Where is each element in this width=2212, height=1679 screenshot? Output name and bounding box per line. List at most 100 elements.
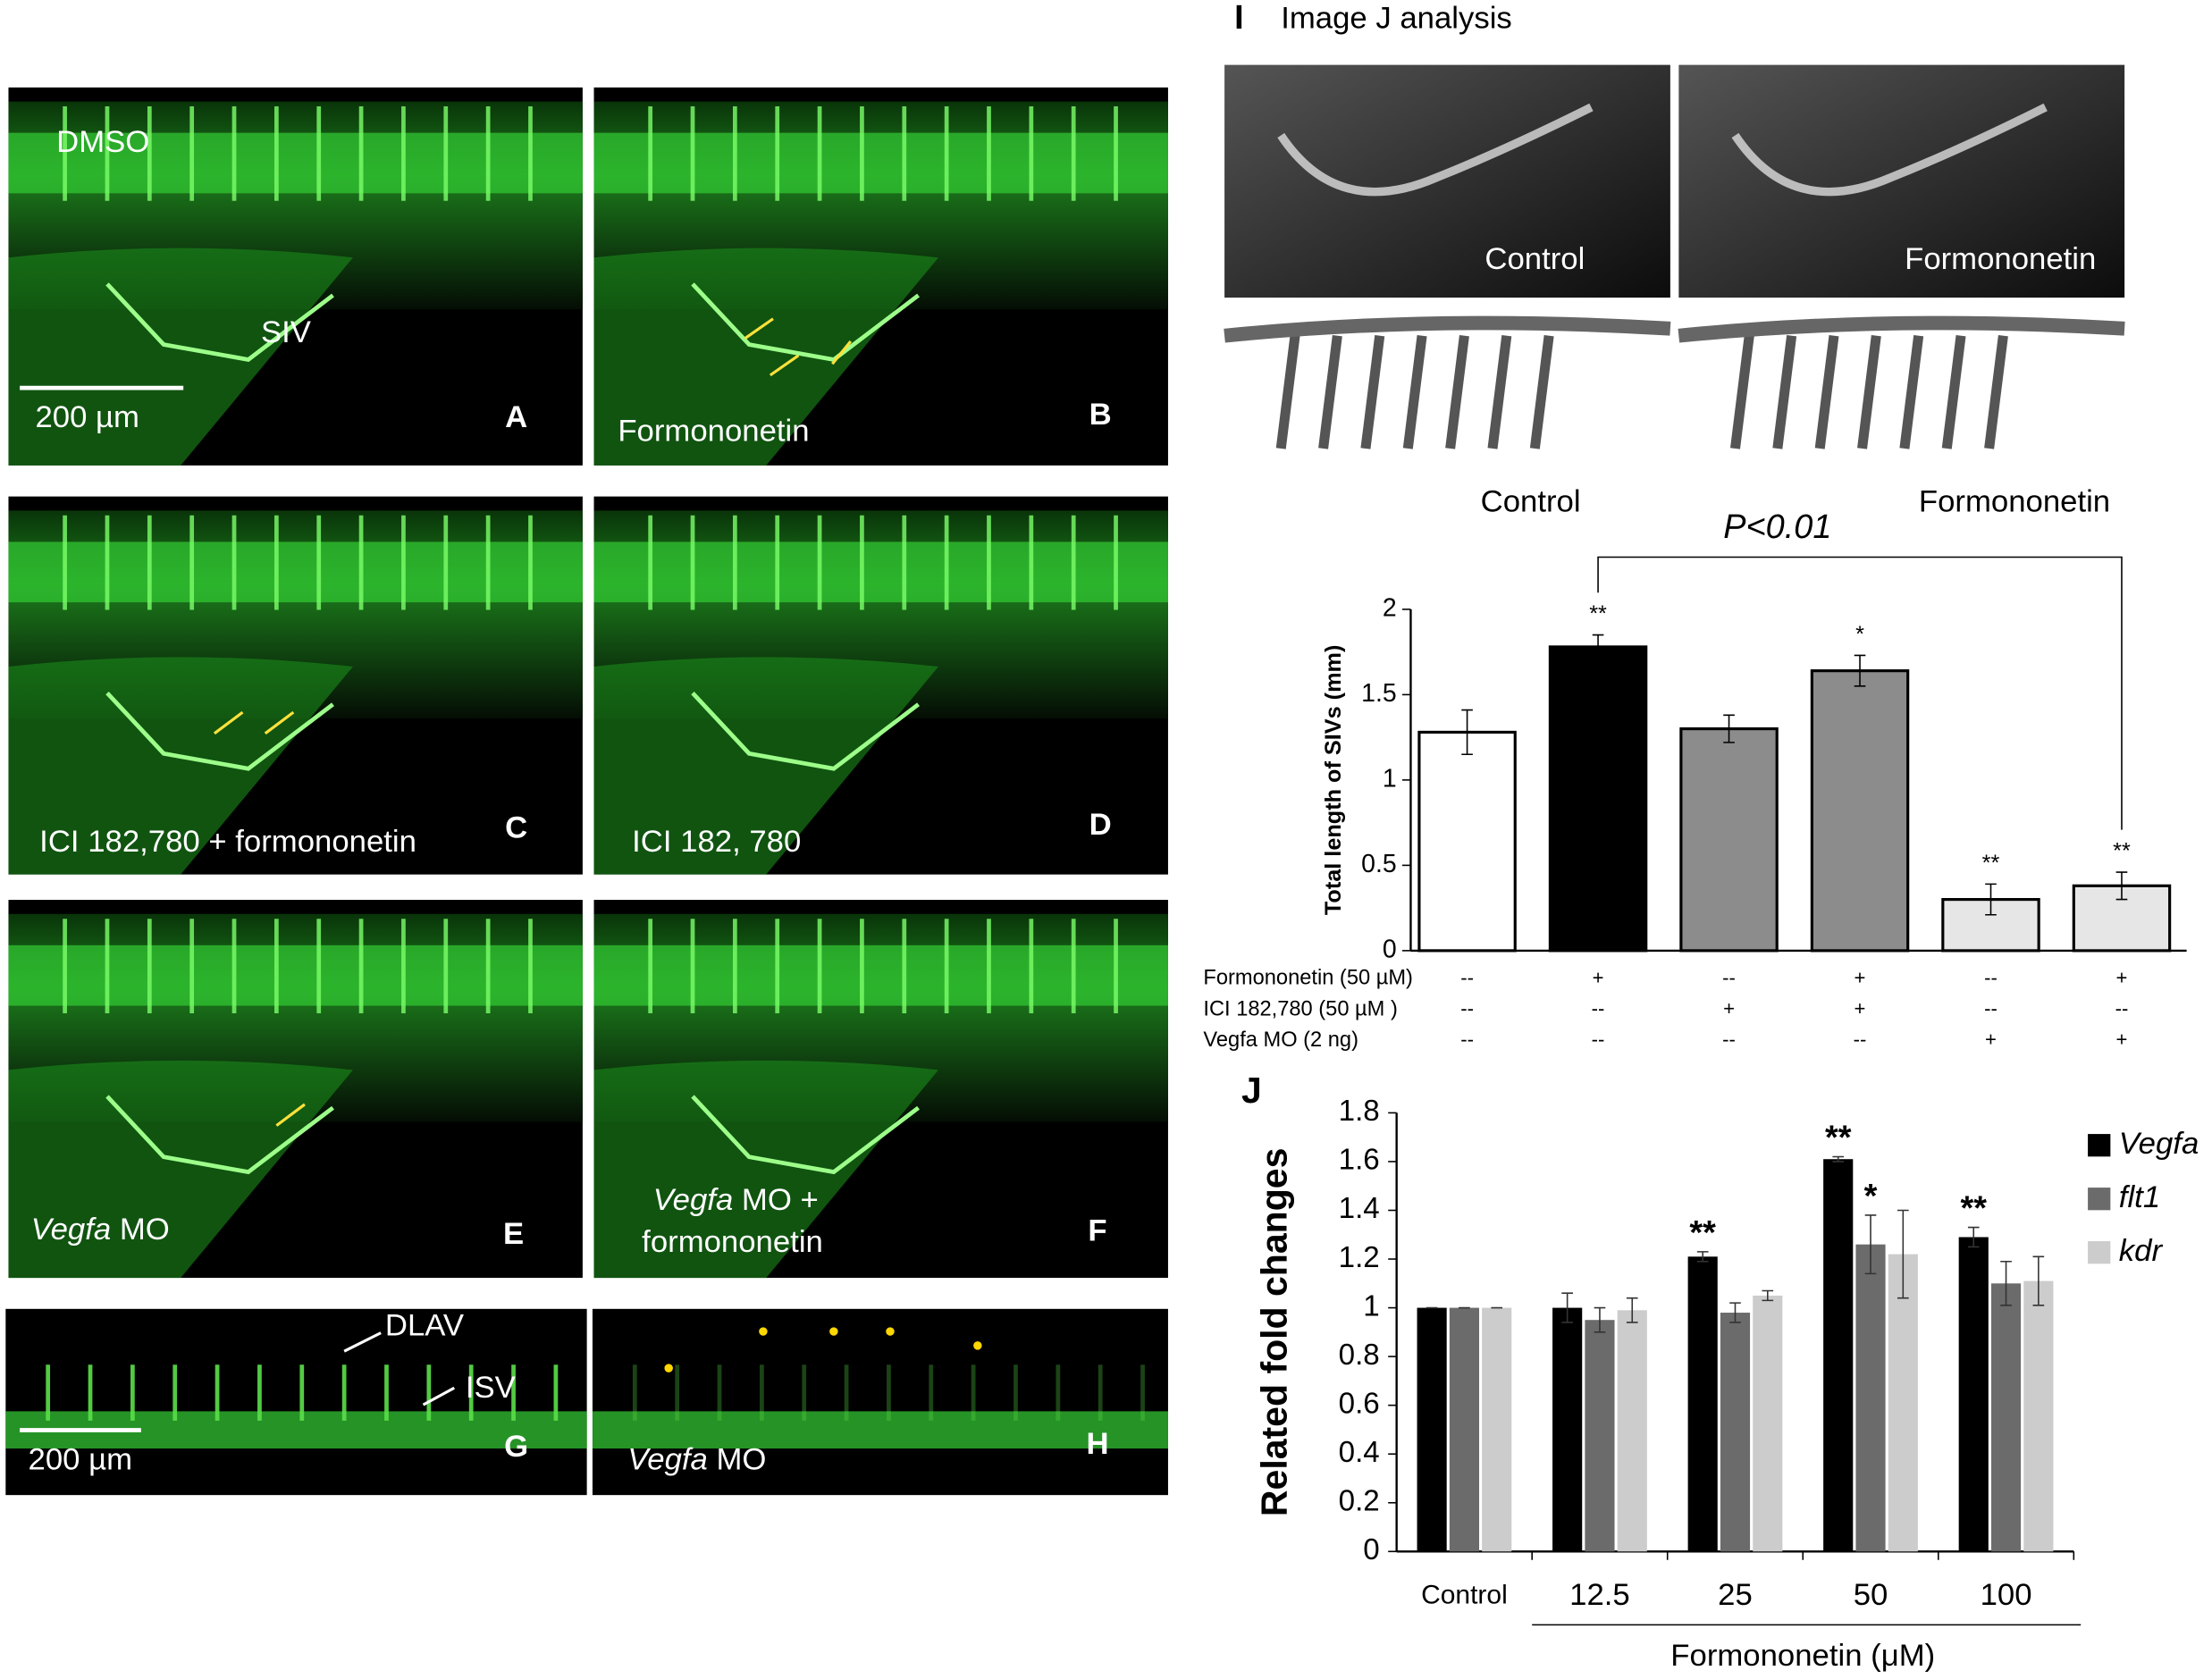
x-axis-label: Formononetin (μM) [1670, 1639, 1935, 1673]
panel-letter: J [1241, 1070, 1262, 1111]
panel-letter: G [504, 1430, 528, 1464]
label-text: ISV [466, 1371, 516, 1405]
image-caption: Control [1484, 242, 1585, 276]
annotation: P<0.01 [1723, 508, 1831, 546]
label-text: DMSO [56, 125, 149, 159]
siv [691, 691, 920, 771]
bar [1990, 1283, 2022, 1552]
panel-label: ICI 182, 780 [632, 825, 801, 859]
panel-label: Vegfa MO [31, 1213, 170, 1247]
label-text: formononetin [642, 1225, 823, 1259]
panel-letter: C [505, 810, 527, 844]
bar [1552, 1307, 1583, 1552]
condition-mark: -- [1460, 966, 1474, 988]
condition-name: ICI 182,780 (50 µM ) [1203, 997, 1397, 1020]
bar [1548, 645, 1648, 953]
binary-vessel [1857, 334, 1881, 449]
binary-vessel [1487, 334, 1512, 449]
binary-vessel [1275, 334, 1300, 449]
condition-mark: -- [1592, 1028, 1605, 1051]
siv [105, 1095, 334, 1175]
vessel-outline [1731, 103, 2048, 197]
panel-label: Vegfa MO [627, 1442, 766, 1476]
y-axis-label: Related fold changes [1253, 1148, 1294, 1517]
italic-gene: Vegfa [31, 1213, 111, 1247]
yolk [593, 248, 938, 466]
error-bar [1723, 714, 1735, 743]
binary-vessel [1445, 334, 1469, 449]
panel-letter: B [1089, 398, 1112, 432]
bar [1753, 1295, 1783, 1552]
condition-mark: + [1855, 966, 1866, 988]
bar [1958, 1237, 1989, 1552]
binary-vessel [1730, 334, 1754, 449]
spine [593, 132, 1168, 194]
y-tick-label: 1 [1383, 764, 1397, 793]
condition-mark: + [1723, 997, 1735, 1020]
condition-mark: -- [1984, 997, 1998, 1020]
error-bar [1854, 654, 1866, 687]
error-bar [1967, 1226, 1980, 1248]
significance: ** [2113, 839, 2131, 864]
condition-mark: -- [1460, 997, 1474, 1020]
y-tick-label: 1.6 [1339, 1144, 1380, 1177]
significance: * [1855, 622, 1864, 647]
spine [8, 541, 583, 603]
panel-label: DLAV [385, 1308, 464, 1342]
label-text: ICI 182, 780 [632, 825, 801, 859]
condition-name: Vegfa MO (2 ng) [1203, 1028, 1358, 1052]
yolk [593, 657, 938, 875]
y-tick-label: 2 [1383, 593, 1397, 622]
label-text: MO [111, 1213, 170, 1247]
binary-vessel [1360, 334, 1385, 449]
label-text: Formononetin [618, 415, 809, 449]
bar [1617, 1310, 1647, 1552]
panel-label: Vegfa MO + [653, 1183, 819, 1217]
panel-letter: H [1086, 1427, 1108, 1461]
y-tick-label: 0.5 [1361, 850, 1397, 878]
error-bar [1729, 1302, 1741, 1323]
bar [1482, 1307, 1512, 1552]
panel-label: ISV [466, 1371, 516, 1405]
panel-label: DMSO [56, 125, 149, 159]
bar [1449, 1307, 1479, 1552]
y-tick-label: 1.4 [1339, 1192, 1380, 1225]
bar [1888, 1254, 1918, 1552]
panel-letter: D [1089, 808, 1112, 842]
condition-mark: -- [1460, 1028, 1474, 1051]
legend-swatch [2088, 1241, 2111, 1264]
legend-label: kdr [2119, 1234, 2164, 1268]
x-tick-label: Control [1421, 1581, 1508, 1610]
yolk [8, 1060, 353, 1279]
spine [593, 944, 1168, 1006]
y-tick-label: 0.4 [1339, 1436, 1380, 1469]
bar [2023, 1280, 2054, 1552]
label-text: ICI 182,780 + formononetin [39, 825, 416, 859]
panel-letter: I [1234, 0, 1244, 37]
y-tick-label: 1 [1363, 1289, 1379, 1322]
error-bar [2032, 1255, 2045, 1306]
binary-vessel [1899, 334, 1924, 449]
bar [1720, 1313, 1751, 1552]
grayscale-image [1678, 64, 2125, 298]
arrow [422, 1386, 456, 1406]
italic-gene: Vegfa [653, 1183, 733, 1217]
significance: ** [1982, 851, 2000, 876]
condition-mark: -- [1854, 1028, 1867, 1051]
panel-label: 200 µm [35, 400, 139, 434]
error-bar [1897, 1209, 1909, 1299]
condition-mark: + [2116, 1028, 2128, 1051]
panel-letter: A [505, 400, 527, 434]
x-tick-label: 100 [1981, 1578, 2032, 1612]
condition-mark: -- [1722, 966, 1736, 988]
bar [1585, 1320, 1615, 1552]
error-bar [1594, 1306, 1606, 1333]
significance: ** [1689, 1214, 1716, 1252]
arrow [769, 354, 800, 377]
image-caption: Control [1481, 485, 1581, 519]
asterisk [759, 1327, 768, 1336]
x-tick-label: 50 [1854, 1578, 1888, 1612]
error-bar [1762, 1289, 1774, 1302]
legend-swatch [2088, 1134, 2111, 1157]
asterisk [829, 1327, 838, 1336]
